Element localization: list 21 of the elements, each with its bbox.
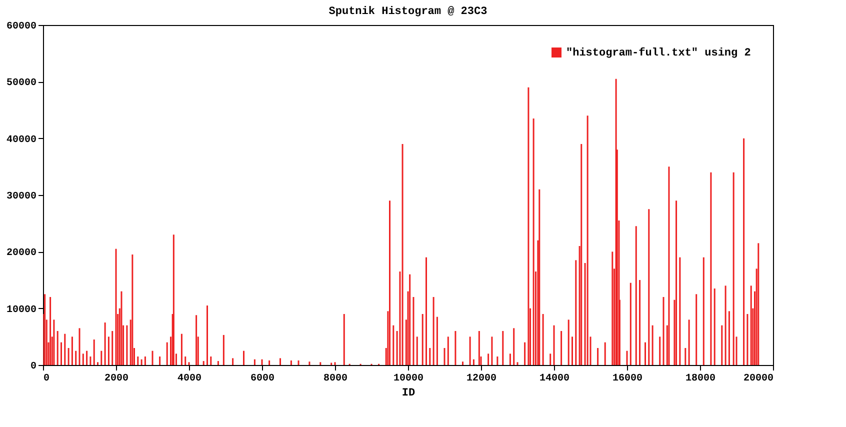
y-tick-label: 30000 (6, 192, 36, 202)
x-axis-title: ID (402, 388, 416, 400)
x-tick-label: 0 (44, 374, 50, 384)
y-tick-label: 60000 (6, 22, 36, 32)
x-tick-label: 4000 (177, 374, 202, 384)
y-tick-label: 40000 (6, 134, 36, 146)
x-tick-label: 12000 (466, 374, 497, 384)
x-tick-label: 16000 (612, 374, 643, 384)
x-tick-label: 20000 (743, 374, 774, 384)
x-tick-label: 14000 (539, 374, 570, 384)
y-tick-label: 50000 (6, 78, 36, 90)
x-tick-label: 10000 (393, 374, 424, 384)
x-tick-label: 6000 (250, 374, 275, 384)
x-tick-label: 8000 (323, 374, 348, 384)
chart-title: Sputnik Histogram @ 23C3 (328, 6, 488, 18)
y-tick-label: 0 (30, 362, 36, 372)
x-tick-label: 18000 (685, 374, 716, 384)
y-tick-label: 10000 (6, 304, 36, 316)
y-tick-label: 20000 (6, 248, 36, 260)
legend-label: "histogram-full.txt" using 2 (566, 46, 751, 60)
x-tick-label: 2000 (104, 374, 129, 384)
